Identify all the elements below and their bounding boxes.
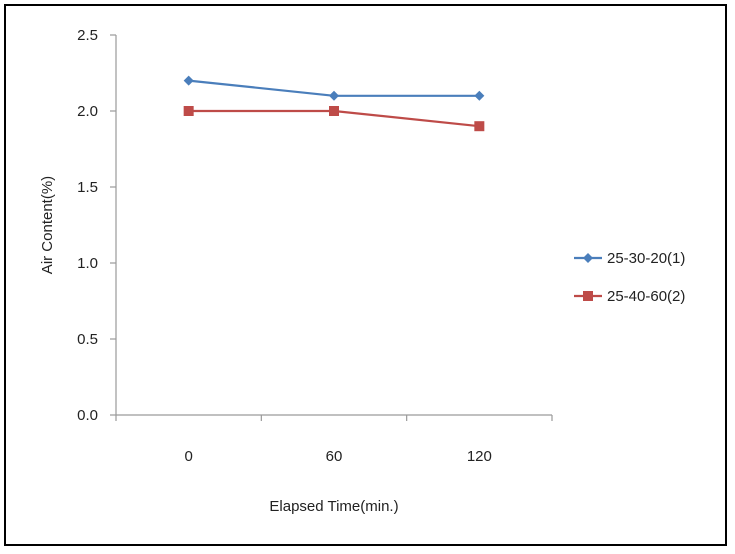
series-2-point (474, 121, 485, 132)
legend-item: 25-40-60(2) (574, 288, 685, 305)
y-tick-label: 1.5 (77, 179, 98, 196)
legend-item: 25-30-20(1) (574, 250, 685, 267)
series-1 (183, 75, 485, 101)
chart-frame (4, 4, 727, 546)
legend-label: 25-30-20(1) (607, 250, 685, 267)
series-1-point (474, 90, 485, 101)
y-tick-label: 2.0 (77, 103, 98, 120)
legend-swatch-marker (583, 291, 593, 301)
legend-label: 25-40-60(2) (607, 288, 685, 305)
series-2-point (329, 106, 339, 116)
legend: 25-30-20(1) 25-40-60(2) (574, 250, 685, 305)
x-tick-label: 0 (184, 448, 192, 465)
series-1-point (183, 75, 194, 86)
x-axis-ticks: 0 60 120 (115, 415, 553, 465)
y-axis-ticks: 0.0 0.5 1.0 1.5 2.0 2.5 (77, 27, 116, 424)
legend-swatch-marker (583, 253, 593, 263)
series-2 (183, 106, 485, 132)
series-2-point (183, 106, 194, 116)
y-axis-title: Air Content(%) (39, 176, 56, 274)
series-layer (183, 75, 485, 132)
x-tick-label: 120 (467, 448, 492, 465)
series-1-point (329, 90, 339, 101)
y-tick-label: 0.5 (77, 331, 98, 348)
y-tick-label: 1.0 (77, 255, 98, 272)
y-tick-label: 2.5 (77, 27, 98, 44)
y-tick-label: 0.0 (77, 407, 98, 424)
x-tick-label: 60 (326, 448, 343, 465)
x-axis-title: Elapsed Time(min.) (269, 498, 398, 515)
